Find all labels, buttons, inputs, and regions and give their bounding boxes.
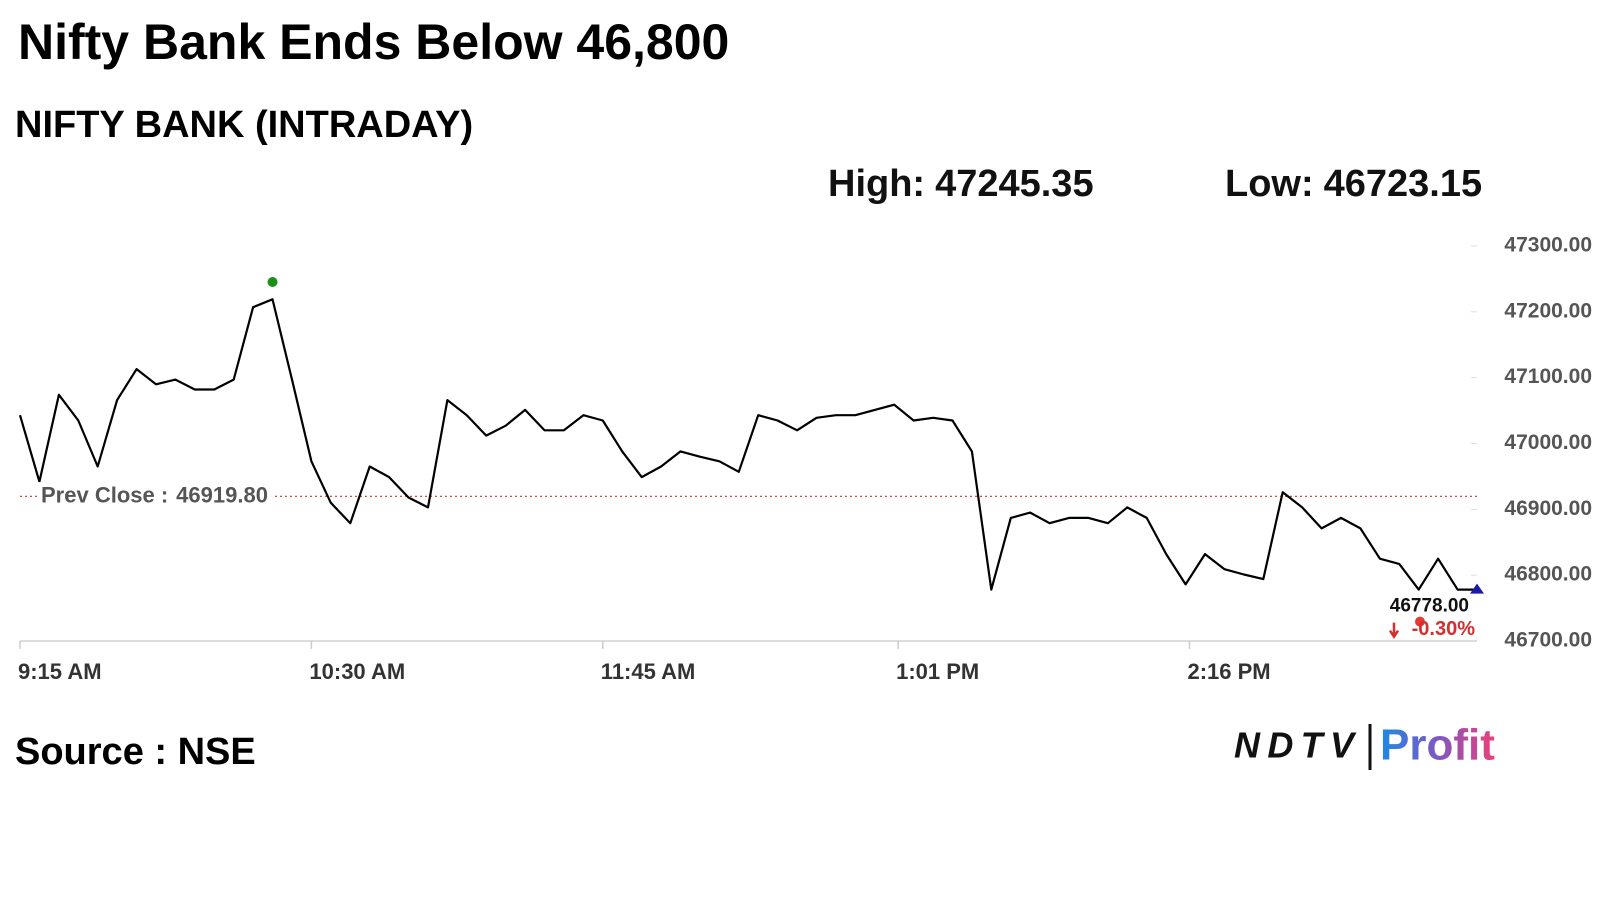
high-value: 47245.35 bbox=[935, 163, 1094, 205]
low-label: Low: bbox=[1225, 163, 1314, 205]
last-marker bbox=[1470, 583, 1484, 594]
high-marker bbox=[267, 276, 278, 287]
y-tick-label: 46900.00 bbox=[1504, 497, 1592, 520]
prev-close-text: Prev Close : 46919.80 bbox=[41, 482, 268, 507]
change-dot bbox=[1415, 616, 1425, 627]
chart-subtitle: NIFTY BANK (INTRADAY) bbox=[15, 104, 473, 146]
y-tick-label: 46800.00 bbox=[1504, 563, 1592, 586]
x-tick-label: 1:01 PM bbox=[896, 659, 979, 684]
high-label: High: bbox=[828, 163, 925, 205]
y-tick-label: 47300.00 bbox=[1504, 234, 1592, 257]
low-value: 46723.15 bbox=[1324, 163, 1483, 205]
price-line bbox=[18, 298, 1477, 591]
change-arrow bbox=[1388, 622, 1400, 639]
x-tick-label: 11:45 AM bbox=[601, 659, 696, 684]
prev-close-bg bbox=[37, 482, 272, 508]
y-tick-label: 46700.00 bbox=[1504, 629, 1592, 652]
change-label: -0.30% bbox=[1412, 618, 1476, 640]
y-tick-label: 47200.00 bbox=[1504, 299, 1592, 322]
low-text: Low: 46723.15 bbox=[1225, 163, 1482, 205]
prev-close-value: 46919.80 bbox=[176, 482, 268, 507]
logo-right: Profit bbox=[1380, 721, 1495, 770]
prev-close-label: Prev Close : bbox=[41, 482, 168, 507]
y-tick-label: 47000.00 bbox=[1504, 431, 1592, 454]
chart-title: Nifty Bank Ends Below 46,800 bbox=[18, 14, 729, 70]
x-tick-label: 2:16 PM bbox=[1187, 659, 1270, 684]
x-tick-label: 10:30 AM bbox=[309, 659, 405, 684]
y-tick-label: 47100.00 bbox=[1504, 365, 1592, 388]
source: Source : NSE bbox=[15, 731, 256, 773]
high-text: High: 47245.35 bbox=[828, 163, 1094, 205]
last-value-label: 46778.00 bbox=[1390, 596, 1469, 617]
plot-area: 46700.00 46800.00 46900.00 47000.00 47100.00… bbox=[18, 234, 1592, 684]
x-tick-label: 9:15 AM bbox=[18, 659, 102, 684]
